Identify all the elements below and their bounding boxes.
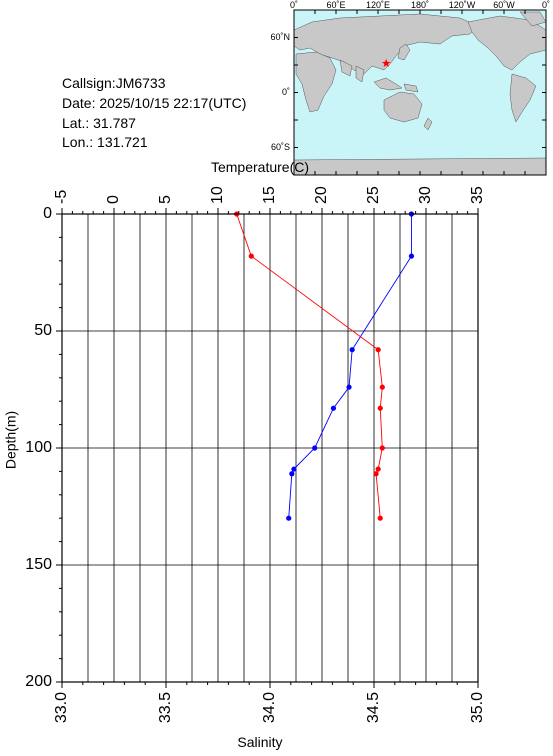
map-lon-label: 120˚E <box>366 0 390 10</box>
map-lon-labels: 0˚ 60˚E 120˚E 180˚ 120˚W 60˚W 0˚ <box>290 0 550 10</box>
salinity-axis-label: Salinity <box>237 734 282 750</box>
map-lon-label: 180˚ <box>411 0 429 10</box>
salinity-point <box>373 471 379 477</box>
chart-grid <box>61 213 479 683</box>
plot-frame <box>61 213 479 683</box>
station-info: Callsign:JM6733 Date: 2025/10/15 22:17(U… <box>62 75 246 150</box>
temperature-tick-label: 10 <box>209 186 226 204</box>
map-lon-label: 0˚ <box>290 0 298 10</box>
temperature-point <box>408 253 415 259</box>
salinity-point <box>377 405 383 411</box>
map-ticks <box>293 9 547 176</box>
map-lat-label: 60˚N <box>270 32 290 42</box>
temperature-axis-label: Temperature(C) <box>211 159 309 175</box>
salinity-point <box>248 253 254 259</box>
temperature-line <box>288 214 412 519</box>
temperature-point <box>346 384 352 390</box>
depth-tick-label: 0 <box>43 205 52 222</box>
lat-text: Lat.: 31.787 <box>62 115 136 131</box>
map-lat-label: 0˚ <box>282 87 290 97</box>
temperature-point <box>312 445 318 451</box>
salinity-tick-labels: 33.0 33.5 34.0 34.5 35.0 <box>53 692 486 723</box>
depth-tick-label: 200 <box>25 673 52 690</box>
map-land <box>294 11 546 175</box>
depth-tick-label: 100 <box>25 439 52 456</box>
temperature-tick-label: 15 <box>261 186 278 204</box>
salinity-tick-label: 35.0 <box>469 692 486 723</box>
depth-tick-labels: 0 50 100 150 200 <box>25 205 52 690</box>
temperature-point <box>291 466 297 472</box>
chart-series <box>234 211 415 521</box>
temperature-tick-label: 35 <box>469 186 486 204</box>
depth-axis-label: Depth(m) <box>3 411 19 469</box>
map-lon-label: 60˚E <box>326 0 345 10</box>
date-text: Date: 2025/10/15 22:17(UTC) <box>62 95 246 111</box>
callsign-text: Callsign:JM6733 <box>62 75 166 91</box>
depth-tick-label: 50 <box>34 322 52 339</box>
salinity-tick-label: 33.0 <box>53 692 70 723</box>
map-lat-label: 60˚S <box>271 142 290 152</box>
salinity-point <box>375 466 381 472</box>
map-lon-label: 0˚ <box>542 0 550 10</box>
salinity-tick-label: 33.5 <box>157 692 174 723</box>
salinity-point <box>377 515 383 521</box>
temperature-point <box>286 515 292 521</box>
lon-text: Lon.: 131.721 <box>62 134 148 150</box>
station-marker <box>381 58 391 67</box>
temperature-tick-label: 25 <box>365 186 382 204</box>
temperature-point <box>289 471 295 477</box>
depth-tick-label: 150 <box>25 556 52 573</box>
salinity-point <box>379 445 385 451</box>
world-map: 0˚ 60˚E 120˚E 180˚ 120˚W 60˚W 0˚ 60˚N 0˚ 60˚S <box>270 0 550 176</box>
temperature-tick-labels: -5 0 5 10 15 20 25 30 35 <box>53 186 486 204</box>
temperature-tick-label: 20 <box>313 186 330 204</box>
salinity-tick-label: 34.5 <box>365 692 382 723</box>
temperature-tick-label: -5 <box>53 190 70 204</box>
temperature-tick-label: 30 <box>417 186 434 204</box>
profile-chart: -5 0 5 10 15 20 25 30 35 33.0 33.5 34.0 34.5 35.0 05… <box>3 159 487 750</box>
salinity-line <box>236 213 383 519</box>
salinity-tick-label: 34.0 <box>261 692 278 723</box>
map-lon-label: 60˚W <box>493 0 515 10</box>
salinity-point <box>375 347 381 353</box>
temperature-tick-label: 0 <box>105 195 122 204</box>
map-lat-labels: 60˚N 0˚ 60˚S <box>270 32 290 152</box>
map-lon-label: 120˚W <box>449 0 476 10</box>
temperature-point <box>330 405 337 411</box>
temperature-point <box>349 347 355 353</box>
temperature-tick-label: 5 <box>157 195 174 204</box>
salinity-point <box>379 384 385 390</box>
